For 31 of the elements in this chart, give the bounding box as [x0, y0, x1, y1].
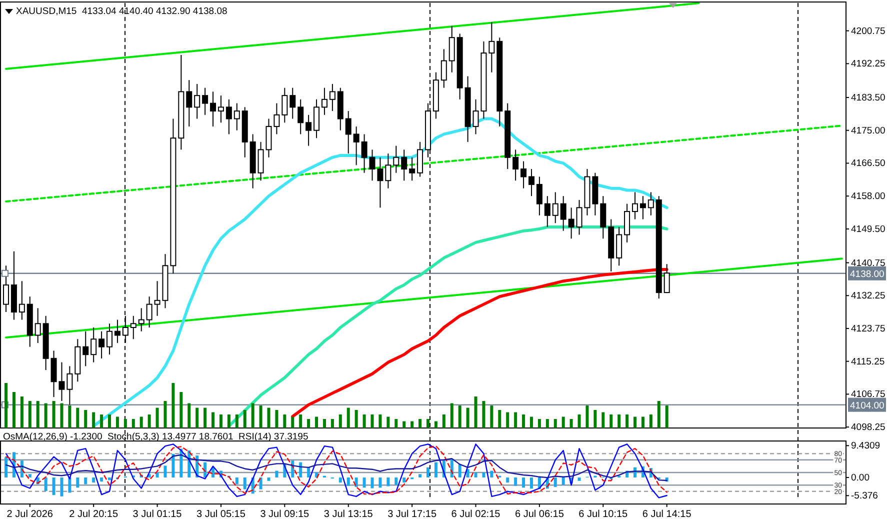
y-tick-label: 4183.50	[851, 92, 886, 104]
chart-title: OsMA(12,26,9) -1.2300 Stoch(5,3,3) 13.4977 18.7601 RSI(14) 37.3195	[3, 432, 308, 442]
y-tick-label: 4140.75	[851, 258, 886, 269]
x-tick-label: 6 Jul 06:15	[514, 509, 564, 519]
x-tick-label: 3 Jul 09:15	[260, 509, 310, 519]
y-tick-label: 4175.00	[851, 125, 886, 136]
x-tick-label: 3 Jul 17:15	[388, 509, 437, 519]
y-tick-label: 4200.75	[851, 26, 886, 37]
x-tick-label: 6 Jul 10:15	[578, 509, 628, 519]
x-tick-label: 3 Jul 01:15	[132, 509, 182, 519]
x-tick-label: 6 Jul 14:15	[642, 509, 692, 519]
y-tick-label: 4149.50	[851, 224, 886, 235]
y-tick-label: 4166.50	[851, 158, 886, 170]
y-tick-label: 4123.75	[851, 324, 886, 334]
y-tick-label: 4098.25	[851, 422, 886, 434]
x-tick-label: 2 Jul 20:15	[69, 509, 118, 519]
ref-line-label: 4138.00	[850, 268, 884, 280]
y-tick-label: 4192.25	[851, 58, 886, 70]
x-tick-label: 3 Jul 05:15	[196, 509, 246, 519]
y-tick-label: 4106.75	[851, 389, 886, 400]
y-tick-label: 4132.25	[851, 290, 886, 302]
ref-line-label: 4104.00	[850, 400, 884, 412]
y-tick-label: 0.00	[851, 472, 870, 484]
y-tick-label: 4115.25	[851, 356, 885, 368]
x-tick-label: 6 Jul 02:15	[451, 509, 501, 519]
y-tick-label: -5.376	[851, 490, 878, 502]
y-tick-label: 9.4309	[851, 440, 880, 452]
chart-title: XAUUSD,M15 4133.04 4140.40 4132.90 4138.08	[16, 6, 228, 17]
y-tick-label: 4158.00	[851, 191, 886, 202]
x-tick-label: 3 Jul 13:15	[324, 509, 374, 519]
x-tick-label: 2 Jul 2026	[6, 509, 54, 519]
